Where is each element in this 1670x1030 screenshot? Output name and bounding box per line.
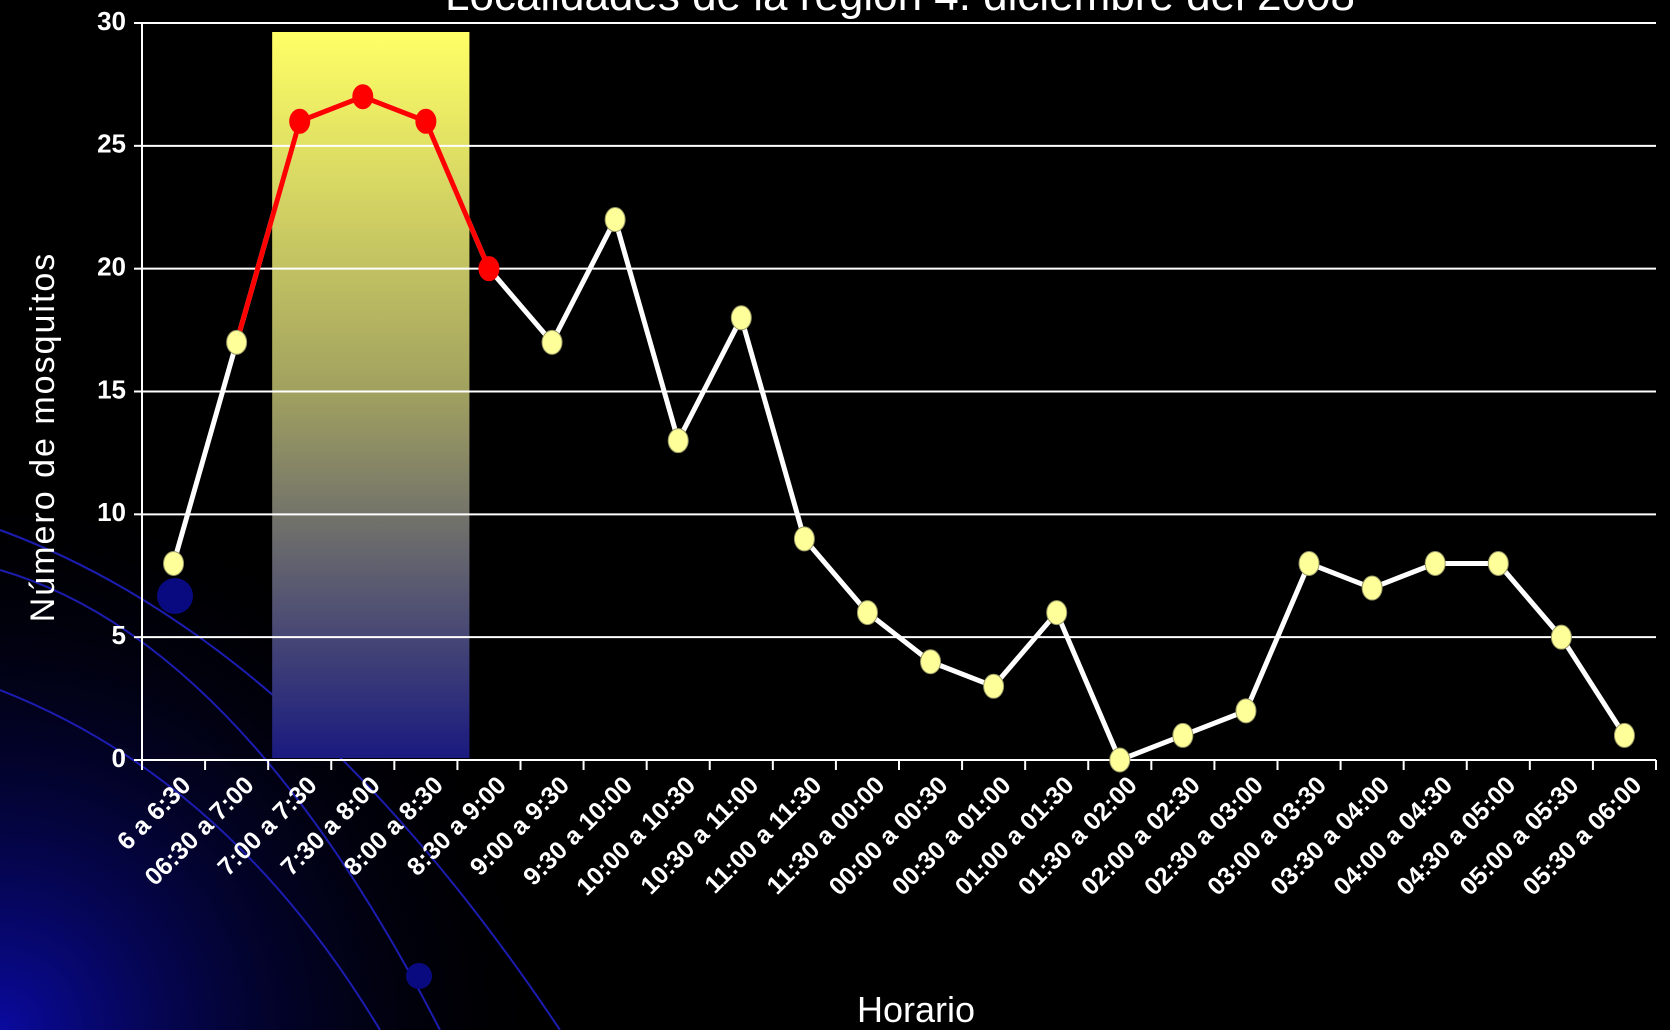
marker (1109, 747, 1131, 773)
marker (163, 550, 185, 576)
marker (1046, 600, 1068, 626)
marker (1361, 575, 1383, 601)
marker (856, 600, 878, 626)
y-tick-label: 5 (112, 620, 126, 650)
marker (1613, 722, 1635, 748)
marker (415, 108, 437, 134)
marker (226, 329, 248, 355)
highlight-band (272, 32, 470, 758)
y-tick-label: 30 (97, 6, 126, 36)
y-tick-label: 0 (112, 743, 126, 773)
marker (478, 256, 500, 282)
y-tick-label: 10 (97, 497, 126, 527)
marker (1487, 550, 1509, 576)
marker (1172, 722, 1194, 748)
y-tick-label: 15 (97, 374, 126, 404)
marker (604, 207, 626, 233)
marker (1424, 550, 1446, 576)
x-axis-label: Horario (857, 989, 975, 1030)
chart-title: Localidades de la región 4. diciembre de… (445, 0, 1355, 20)
marker (1298, 550, 1320, 576)
marker (1235, 698, 1257, 724)
marker (352, 84, 374, 110)
marker (730, 305, 752, 331)
y-tick-label: 20 (97, 252, 126, 282)
marker (793, 526, 815, 552)
marker (289, 108, 311, 134)
marker (920, 649, 942, 675)
marker (983, 673, 1005, 699)
marker (667, 428, 689, 454)
decor-dot (157, 578, 193, 614)
y-axis-label: Número de mosquitos (24, 252, 62, 623)
marker (1550, 624, 1572, 650)
decor-dot (406, 963, 432, 989)
marker (541, 329, 563, 355)
y-tick-label: 25 (97, 129, 126, 159)
